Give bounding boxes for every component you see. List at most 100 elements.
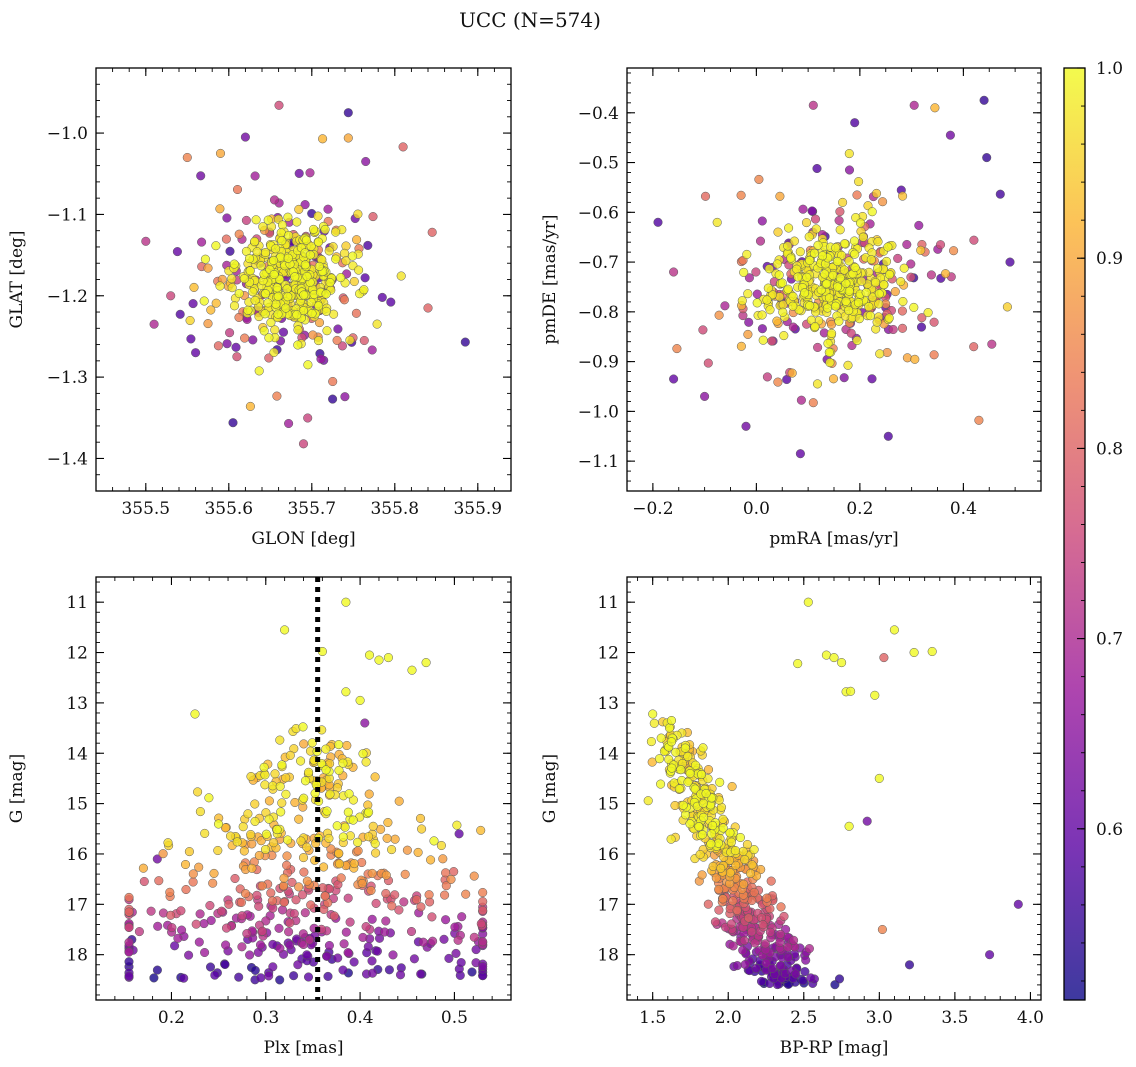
data-point	[739, 267, 749, 277]
data-point	[787, 368, 797, 378]
x-tick-label: 355.6	[204, 499, 253, 519]
data-point	[259, 762, 269, 772]
data-point	[852, 335, 862, 346]
data-point	[779, 911, 789, 921]
data-point	[810, 322, 820, 332]
data-point	[274, 100, 284, 110]
data-point	[341, 597, 351, 607]
data-point	[124, 971, 134, 981]
data-point	[725, 828, 735, 838]
y-tick-label: 18	[66, 946, 88, 966]
data-point	[808, 100, 818, 110]
data-point	[726, 919, 736, 929]
data-point	[853, 298, 864, 308]
data-point	[478, 905, 488, 916]
data-point	[805, 301, 815, 311]
data-point	[427, 912, 437, 922]
data-point	[263, 215, 273, 225]
y-tick-label: 16	[597, 845, 619, 865]
data-point	[250, 171, 260, 181]
data-point	[703, 358, 713, 368]
y-axis-label: G [mag]	[540, 754, 560, 823]
data-point	[179, 973, 189, 983]
data-point	[776, 902, 786, 912]
data-point	[228, 418, 238, 428]
data-point	[364, 807, 374, 817]
scatter-points	[124, 597, 488, 985]
data-point	[694, 822, 704, 832]
data-point	[308, 330, 318, 340]
data-point	[710, 917, 720, 927]
data-point	[796, 395, 806, 405]
data-point	[929, 350, 939, 360]
data-point	[897, 323, 908, 333]
data-point	[371, 848, 381, 858]
data-point	[314, 318, 325, 328]
data-point	[707, 829, 717, 839]
data-point	[867, 207, 877, 217]
data-point	[478, 937, 488, 947]
data-point	[239, 846, 249, 856]
data-point	[361, 757, 371, 767]
data-point	[152, 854, 162, 864]
data-point	[305, 250, 315, 260]
data-point	[208, 878, 218, 888]
x-tick-label: 4.0	[1017, 1008, 1044, 1028]
data-point	[700, 191, 711, 201]
data-point	[254, 901, 264, 911]
data-point	[749, 845, 759, 855]
data-point	[384, 965, 394, 975]
data-point	[738, 846, 748, 856]
data-point	[730, 846, 740, 856]
data-point	[676, 765, 686, 775]
data-point	[284, 927, 294, 937]
data-point	[817, 251, 828, 261]
data-point	[343, 893, 353, 903]
data-point	[761, 958, 771, 968]
data-point	[669, 267, 679, 277]
data-point	[209, 868, 219, 878]
data-point	[747, 927, 757, 937]
data-point	[308, 224, 319, 234]
data-point	[666, 715, 677, 726]
data-point	[197, 237, 207, 247]
data-point	[227, 283, 237, 293]
data-point	[333, 324, 343, 334]
data-point	[923, 308, 933, 318]
y-tick-label: −0.4	[578, 104, 619, 124]
data-point	[360, 718, 370, 728]
data-point	[832, 282, 843, 292]
data-point	[469, 932, 479, 942]
x-tick-label: 3.0	[866, 1008, 893, 1028]
data-point	[649, 718, 659, 728]
data-point	[146, 906, 156, 916]
data-point	[280, 625, 290, 635]
data-point	[255, 940, 266, 950]
data-point	[257, 881, 267, 891]
data-point	[302, 950, 312, 960]
data-point	[166, 291, 176, 301]
data-point	[321, 744, 331, 754]
data-point	[440, 890, 450, 900]
data-point	[316, 354, 326, 364]
data-point	[334, 859, 345, 869]
data-point	[296, 756, 306, 766]
data-point	[321, 289, 331, 299]
data-point	[328, 394, 338, 404]
data-point	[1002, 302, 1012, 312]
data-point	[343, 948, 353, 958]
data-point	[720, 301, 730, 311]
data-point	[875, 349, 885, 359]
data-point	[873, 263, 883, 273]
y-tick-label: 11	[66, 593, 88, 613]
data-point	[461, 889, 471, 899]
data-point	[822, 303, 833, 313]
data-point	[353, 209, 363, 219]
data-point	[398, 142, 408, 152]
data-point	[323, 204, 333, 214]
data-point	[124, 937, 134, 947]
data-point	[381, 916, 391, 926]
data-point	[367, 868, 377, 878]
data-point	[361, 156, 371, 167]
data-point	[284, 230, 294, 241]
